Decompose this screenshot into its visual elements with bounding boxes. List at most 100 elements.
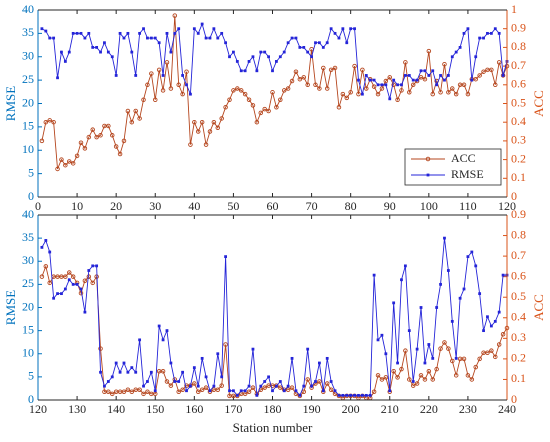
series-marker [200,356,204,360]
series-marker [129,119,135,125]
series-marker [196,384,200,388]
series-marker [388,97,392,101]
series-marker [71,31,75,35]
y-tick-label: 5 [28,165,34,179]
series-marker [376,338,380,342]
series-marker [63,287,67,291]
series-marker [254,119,260,125]
series-marker [83,310,87,314]
series-marker [387,75,393,80]
series-marker [114,361,118,365]
series-marker [239,389,243,393]
series-marker [305,82,310,88]
series-marker [224,41,227,45]
series-marker [82,146,88,151]
series-marker [368,393,372,397]
series-marker [118,370,122,374]
series-marker [122,36,126,40]
series-marker [243,389,247,393]
series-marker [110,375,114,379]
series-marker [461,82,467,88]
y-tick-label: 25 [22,72,34,86]
series-marker [181,74,185,77]
y2-tick-label: 0 [511,189,517,203]
series-marker [192,27,196,31]
series-marker [477,73,482,78]
series-marker [477,356,482,362]
series-marker [473,364,478,370]
series-marker [63,162,68,168]
series-marker [372,78,376,82]
y2-tick-label: 0.8 [511,227,526,241]
series-marker [251,55,255,59]
series-marker [231,88,236,93]
series-marker [153,36,157,40]
series-marker [486,315,489,319]
series-marker [142,27,145,31]
series-marker [349,27,353,31]
series-marker [450,55,454,59]
series-marker [403,264,407,268]
series-marker [396,361,399,365]
series-marker [90,127,95,132]
y2-tick-label: 0.3 [511,330,526,344]
series-marker [493,319,497,323]
series-marker [270,90,275,95]
series-marker [289,385,295,390]
series-marker [443,236,446,240]
series-marker [110,391,115,397]
series-marker [51,119,56,125]
series-marker [180,91,185,97]
y-tick-label: 15 [22,322,34,336]
series-marker [99,370,102,374]
series-marker [204,36,208,40]
series-marker [403,60,408,65]
series-marker [423,361,427,365]
series-marker [48,36,52,40]
series-marker [145,389,150,395]
series-marker [176,389,181,395]
series-marker [395,97,400,103]
series-marker [74,153,80,159]
series-marker [137,387,142,392]
series-marker [211,119,217,125]
series-marker [489,324,493,328]
y2-tick-label: 0.1 [511,170,526,184]
series-marker [215,387,221,392]
series-marker [392,78,396,82]
series-marker [357,393,360,397]
series-marker [98,346,103,351]
series-marker [310,384,313,388]
series-marker [453,373,459,378]
series-marker [146,380,149,383]
series-marker [453,91,459,97]
series-marker [200,22,204,26]
series-marker [189,92,192,96]
series-marker [122,361,126,365]
series-marker [493,82,498,88]
series-marker [497,310,501,314]
series-marker [325,41,329,45]
series-marker [438,90,443,95]
series-marker [443,78,446,82]
series-marker [188,142,193,147]
y-tick-label: 10 [22,346,34,360]
x-tick-label: 220 [420,402,438,416]
series-marker [333,389,337,393]
series-marker [478,36,482,40]
y-axis-label: RMSE [3,86,18,121]
series-marker [196,31,200,35]
series-marker [340,91,346,97]
series-marker [75,31,79,35]
series-marker [40,245,44,249]
series-marker [415,78,419,82]
series-marker [126,370,130,374]
series-marker [95,46,99,49]
series-marker [293,69,299,74]
series-marker [177,380,181,383]
series-marker [430,91,435,97]
series-marker [410,383,416,388]
series-marker [297,76,303,82]
series-marker [219,116,224,121]
